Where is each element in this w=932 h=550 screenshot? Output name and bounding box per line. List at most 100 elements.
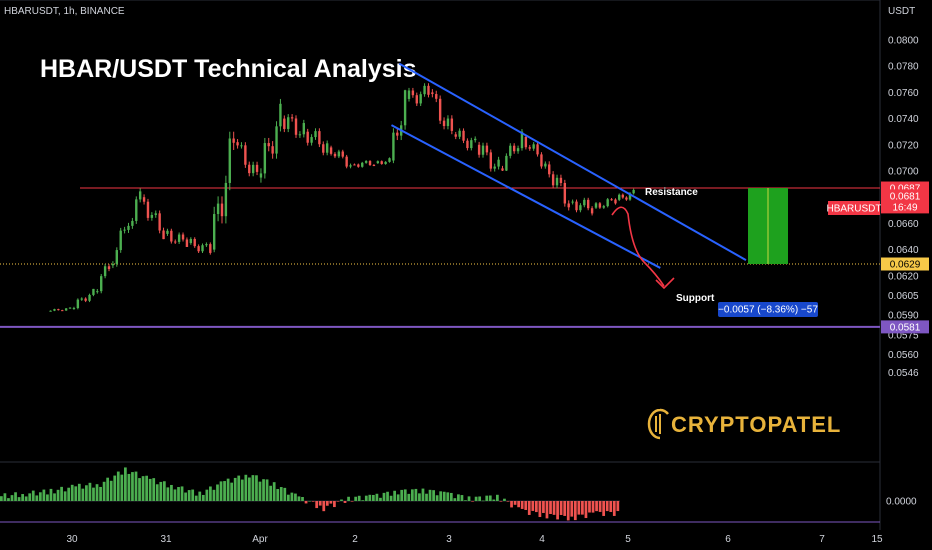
- candle-body: [255, 164, 259, 172]
- candle-body: [516, 148, 520, 152]
- candle-body: [302, 123, 306, 135]
- candle-body: [446, 118, 450, 127]
- channel-upper-line[interactable]: [398, 62, 747, 261]
- histogram-bar: [265, 479, 269, 501]
- measure-badge-text: −0.0057 (−8.36%) −57: [718, 305, 818, 316]
- histogram-bar: [609, 501, 613, 512]
- price-tick-8: 0.0640: [888, 245, 919, 256]
- candle-segment-2: [96, 264, 111, 294]
- candle-body: [450, 118, 454, 131]
- histogram-bar: [301, 496, 304, 501]
- histogram-bar: [559, 501, 563, 515]
- histogram-bar: [347, 496, 350, 501]
- candle-body: [267, 143, 270, 147]
- histogram-bar: [166, 487, 170, 501]
- time-tick-7: 6: [725, 534, 731, 545]
- candle-body: [49, 310, 52, 312]
- candle-body: [528, 147, 531, 149]
- histogram-bar: [258, 481, 262, 501]
- candle-body: [497, 159, 500, 167]
- candle-body: [333, 153, 337, 157]
- channel-lower-line[interactable]: [390, 124, 661, 269]
- histogram-segment-3: [74, 482, 99, 501]
- candle-segment-12: [306, 128, 329, 156]
- histogram-bar: [194, 495, 198, 501]
- candle-body: [337, 151, 341, 157]
- candle-body: [310, 137, 313, 143]
- support-label: Support: [676, 293, 715, 304]
- histogram-bar: [191, 489, 195, 501]
- histogram-bar: [3, 493, 7, 501]
- candle-body: [115, 250, 119, 264]
- histogram-bar: [581, 501, 584, 515]
- histogram-bar: [510, 501, 513, 508]
- histogram-bar: [460, 495, 464, 501]
- histogram-bar: [524, 501, 528, 510]
- histogram-bar: [81, 488, 85, 501]
- histogram-bar: [209, 486, 212, 501]
- histogram-bar: [492, 499, 496, 501]
- candle-body: [290, 117, 294, 119]
- current-price-badge: 0.0681 16:49: [881, 189, 929, 214]
- histogram-bar: [464, 500, 467, 501]
- histogram-segment-23: [570, 501, 595, 521]
- price-tick-5: 0.0700: [888, 167, 919, 178]
- candle-body: [80, 298, 83, 300]
- candle-body: [474, 138, 477, 141]
- histogram-bar: [248, 477, 251, 501]
- candle-body: [594, 203, 598, 208]
- candle-body: [224, 182, 228, 217]
- support-price-text: 0.0629: [890, 260, 921, 271]
- countdown-text: 16:49: [892, 202, 917, 213]
- histogram-segment-14: [347, 494, 372, 502]
- candle-body: [345, 156, 348, 167]
- histogram-bar: [10, 495, 14, 501]
- candle-body: [61, 310, 64, 312]
- histogram-bar: [294, 493, 297, 501]
- candle-body: [127, 225, 130, 230]
- histogram-bar: [113, 475, 117, 501]
- histogram-bar: [474, 496, 478, 501]
- candle-body: [84, 298, 87, 301]
- price-tick-7: 0.0660: [888, 219, 919, 230]
- histogram-bar: [499, 501, 503, 502]
- histogram-bar: [311, 501, 315, 502]
- candle-body: [353, 164, 356, 166]
- lower-price-text: 0.0581: [890, 322, 921, 333]
- histogram-segment-1: [24, 489, 49, 501]
- histogram-bar: [340, 499, 343, 501]
- candle-body: [158, 213, 161, 231]
- candle-body: [392, 132, 395, 161]
- projection-path[interactable]: [611, 206, 665, 287]
- candle-body: [606, 199, 609, 207]
- candle-body: [306, 131, 309, 143]
- candle-segment-7: [189, 237, 212, 255]
- candle-body: [322, 144, 325, 153]
- price-tick-0: 0.0800: [888, 36, 919, 47]
- histogram-bar: [478, 496, 482, 501]
- time-tick-3: 2: [352, 534, 358, 545]
- time-tick-1: 31: [160, 534, 172, 545]
- histogram-bar: [354, 496, 358, 501]
- histogram-bar: [549, 501, 552, 514]
- histogram-segment-13: [322, 499, 347, 512]
- candle-body: [92, 288, 95, 295]
- candle-body: [598, 203, 602, 208]
- candle-body: [216, 203, 220, 215]
- price-axis-label: USDT: [888, 6, 915, 17]
- candle-body: [579, 205, 582, 211]
- histogram-bar: [485, 495, 489, 501]
- candle-body: [111, 263, 115, 266]
- candle-body: [520, 131, 524, 149]
- candle-body: [618, 194, 621, 200]
- candle-body: [142, 197, 146, 202]
- histogram-bar: [21, 494, 24, 501]
- histogram-segment-2: [49, 484, 74, 501]
- candle-body: [477, 144, 481, 155]
- histogram-bar: [74, 486, 78, 501]
- candle-body: [466, 140, 469, 149]
- histogram-segment-16: [396, 488, 421, 501]
- candle-segment-26: [618, 188, 635, 202]
- candle-body: [68, 307, 72, 309]
